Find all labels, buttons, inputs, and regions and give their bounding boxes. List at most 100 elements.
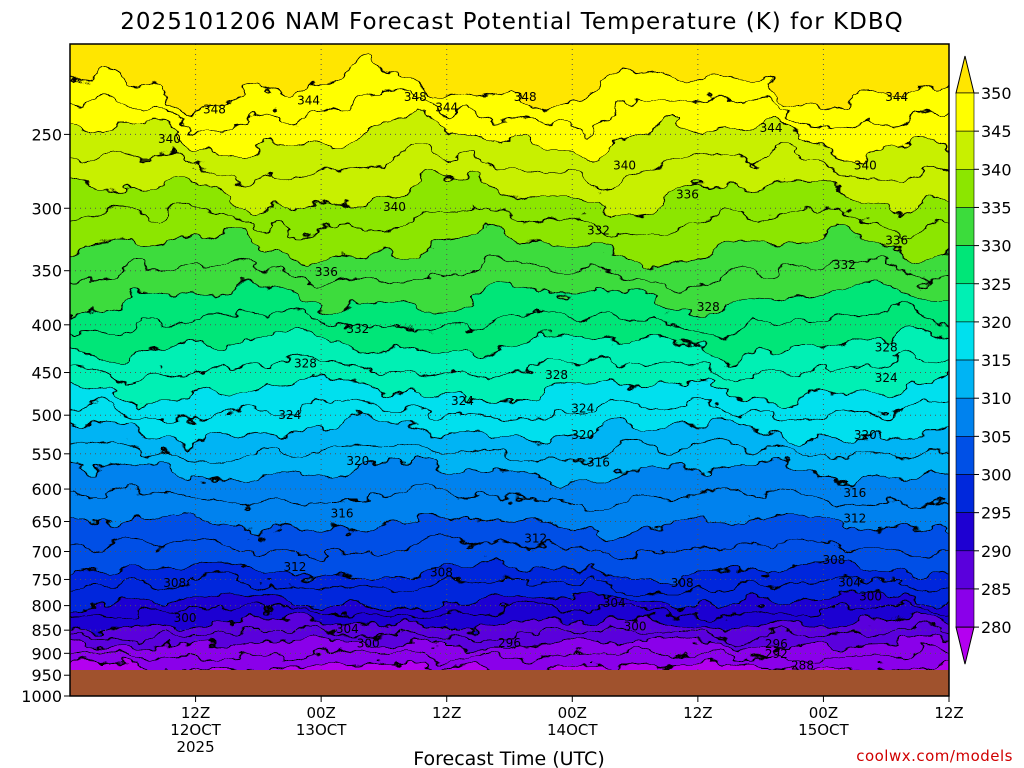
contour-line <box>70 374 949 406</box>
contour-label: 296 <box>765 637 788 651</box>
contour-line <box>70 203 949 240</box>
y-tick-label: 900 <box>31 644 62 663</box>
colorbar-label: 325 <box>981 275 1012 294</box>
contour-label: 312 <box>284 560 307 574</box>
contour-label: 320 <box>571 428 594 442</box>
contour-label: 308 <box>671 576 694 590</box>
contour-label: 300 <box>174 611 197 625</box>
colorbar-label: 330 <box>981 237 1012 256</box>
contour-label: 316 <box>331 506 354 520</box>
colorbar-segment <box>955 321 975 361</box>
y-tick-label: 700 <box>31 543 62 562</box>
colorbar-label: 350 <box>981 84 1012 103</box>
colorbar-label: 340 <box>981 160 1012 179</box>
contour-label: 304 <box>336 622 359 636</box>
contour-label: 332 <box>346 322 369 336</box>
y-tick-label: 300 <box>31 199 62 218</box>
contour-line <box>70 613 949 632</box>
contour-line <box>70 110 949 164</box>
contour-line <box>70 414 949 447</box>
contour-line <box>70 438 949 463</box>
colorbar-label: 345 <box>981 122 1012 141</box>
y-tick-label: 750 <box>31 570 62 589</box>
colorbar-segment <box>955 245 975 285</box>
contour-line <box>70 536 949 562</box>
y-tick-label: 450 <box>31 364 62 383</box>
contour-label: 300 <box>859 589 882 603</box>
chart-title: 2025101206 NAM Forecast Potential Temper… <box>120 9 903 35</box>
colorbar-label: 305 <box>981 427 1012 446</box>
contour-label: 344 <box>760 121 783 135</box>
x-tick-label: 12Z <box>432 704 461 722</box>
contour-label: 320 <box>854 428 877 442</box>
contour-label: 316 <box>843 486 866 500</box>
contour-label: 324 <box>451 394 474 408</box>
colorbar-segment <box>955 169 975 208</box>
contour-line <box>70 142 949 191</box>
contour-label: 292 <box>765 647 788 661</box>
contour-line <box>70 303 949 339</box>
contour-line <box>70 647 949 664</box>
x-tick-label: 12Z <box>181 704 210 722</box>
y-axis: 250 300 350 400 450 500 550 600 650 700 750 800 850 9… <box>21 125 70 706</box>
contour-label: 336 <box>315 265 338 279</box>
contour-label: 304 <box>838 576 861 590</box>
contour-line <box>70 282 949 317</box>
contour-label: 312 <box>843 511 866 525</box>
contour-line <box>70 326 949 363</box>
contour-label: 332 <box>587 224 610 238</box>
contour-line <box>70 576 949 596</box>
x-tick-label: 12OCT <box>170 721 221 739</box>
x-tick-label: 00Z <box>306 704 335 722</box>
contour-line <box>70 349 949 385</box>
contour-label: 340 <box>158 132 181 146</box>
x-axis-label: Forecast Time (UTC) <box>413 748 604 768</box>
x-tick-label: 12Z <box>934 704 963 722</box>
colorbar-label: 315 <box>981 351 1012 370</box>
x-tick-label: 00Z <box>558 704 587 722</box>
colorbar-segment <box>955 512 975 552</box>
contour-label: 304 <box>603 596 626 610</box>
contour-label: 332 <box>833 258 856 272</box>
contour-line <box>70 57 949 115</box>
y-tick-label: 350 <box>31 262 62 281</box>
contour-label: 320 <box>346 454 369 468</box>
colorbar-segment <box>955 283 975 323</box>
colorbar-segment <box>955 474 975 513</box>
y-tick-label: 550 <box>31 445 62 464</box>
contour-line <box>70 459 949 485</box>
contour-label: 344 <box>885 90 908 104</box>
contour-line <box>70 560 949 583</box>
contour-line <box>70 510 949 539</box>
colorbar-label: 280 <box>981 618 1012 637</box>
contour-line <box>70 483 949 513</box>
contour-label: 328 <box>875 340 898 354</box>
plot-frame <box>69 43 950 697</box>
contour-line <box>70 171 949 217</box>
contour-label: 324 <box>875 371 898 385</box>
credit-link[interactable]: coolwx.com/models <box>856 747 1013 765</box>
colorbar-segment <box>955 359 975 399</box>
contour-label: 324 <box>278 408 301 422</box>
contour-label: 328 <box>545 368 568 382</box>
colorbar-segment <box>955 588 975 628</box>
colorbar-label: 310 <box>981 389 1012 408</box>
contour-line <box>70 397 949 424</box>
contour-label: 344 <box>297 94 320 108</box>
colorbar-segment <box>955 397 975 437</box>
surface-ground <box>70 670 949 696</box>
y-tick-label: 500 <box>31 406 62 425</box>
color-band <box>70 44 949 114</box>
grid-lines <box>70 44 949 696</box>
contour-label: 344 <box>435 101 458 115</box>
contour-label: 312 <box>524 532 547 546</box>
contour-label: 308 <box>163 576 186 590</box>
contour-line <box>70 225 949 270</box>
x-tick-label: 00Z <box>809 704 838 722</box>
colorbar-segment <box>955 130 975 170</box>
contour-label: 336 <box>676 188 699 202</box>
contour-label: 340 <box>613 159 636 173</box>
y-tick-label: 1000 <box>21 687 62 706</box>
contour-label: 336 <box>885 234 908 248</box>
